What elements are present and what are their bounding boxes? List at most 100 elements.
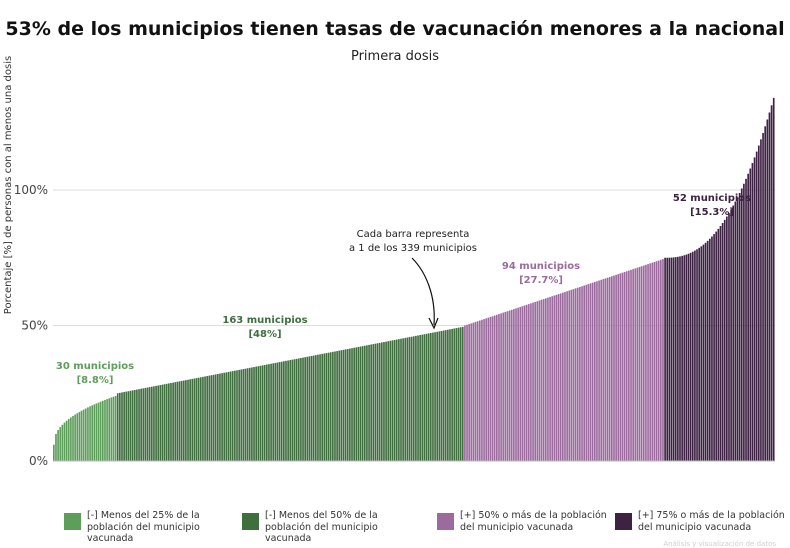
bar: [553, 295, 556, 461]
legend-item-ge50: [+] 50% o más de la población del munici…: [437, 510, 610, 533]
bar: [236, 370, 238, 461]
bar: [144, 387, 147, 461]
bar: [721, 223, 724, 461]
bar: [496, 314, 498, 461]
bar: [455, 328, 458, 461]
bar: [193, 378, 196, 461]
bar: [517, 307, 519, 461]
bar: [485, 318, 488, 461]
bar: [674, 257, 677, 461]
bar: [161, 384, 164, 461]
bar: [523, 305, 526, 461]
bar: [402, 338, 404, 461]
bar: [562, 292, 564, 461]
bar: [749, 168, 752, 461]
bar: [189, 379, 191, 461]
bar: [306, 356, 309, 461]
bar: [504, 311, 507, 461]
bar: [110, 397, 113, 461]
bar: [464, 325, 466, 461]
bar: [657, 260, 660, 461]
bar: [506, 311, 509, 461]
bar: [393, 339, 396, 461]
bar: [304, 357, 306, 461]
bar: [293, 359, 296, 461]
bar: [659, 259, 662, 461]
bar: [719, 226, 722, 461]
bar: [395, 339, 398, 461]
bar: [434, 332, 436, 461]
bar: [291, 359, 294, 461]
bar: [257, 366, 260, 461]
chart-title: 53% de los municipios tienen tasas de va…: [5, 18, 785, 40]
bar: [340, 350, 343, 461]
bar: [666, 257, 669, 461]
bar: [628, 270, 630, 461]
bar: [598, 280, 600, 461]
bar: [600, 279, 603, 461]
bar: [442, 330, 445, 461]
bar: [180, 380, 183, 461]
bar: [421, 334, 424, 461]
bar: [702, 244, 705, 461]
bar: [760, 139, 762, 461]
callout-arrow: [411, 257, 435, 326]
bar: [557, 294, 560, 461]
bar: [645, 264, 647, 461]
bar: [536, 301, 539, 461]
bar: [255, 366, 258, 461]
bar: [534, 301, 537, 461]
bar: [287, 360, 289, 461]
bar: [332, 351, 334, 461]
bar: [270, 363, 272, 461]
bar: [140, 388, 142, 461]
bar: [197, 377, 200, 461]
bar: [694, 250, 696, 461]
bar: [176, 381, 179, 461]
bar: [76, 413, 79, 461]
legend-swatch-lt50: [242, 513, 259, 530]
bar: [359, 346, 362, 461]
bar: [408, 337, 411, 461]
bar: [398, 339, 400, 461]
bar: [696, 249, 698, 461]
bar: [138, 389, 140, 461]
bar: [544, 298, 547, 461]
bar: [576, 287, 579, 461]
bar: [372, 344, 375, 461]
legend-item-lt50: [-] Menos del 50% de la población del mu…: [242, 510, 415, 545]
bar: [525, 304, 528, 461]
group-annotation-share: [27.7%]: [519, 275, 563, 286]
bar: [87, 407, 89, 461]
bar: [589, 283, 592, 461]
bar: [363, 345, 366, 461]
bar: [625, 271, 628, 461]
bar: [762, 132, 764, 461]
bar: [491, 316, 494, 461]
bar: [566, 291, 568, 461]
bar: [685, 254, 688, 461]
bar: [300, 358, 302, 461]
bar: [687, 253, 690, 461]
bar: [389, 340, 392, 461]
bar: [681, 255, 683, 461]
bar: [478, 320, 481, 461]
y-tick-label: 100%: [14, 183, 48, 197]
bar: [453, 328, 456, 461]
group-annotation-count: 94 municipios: [502, 261, 580, 272]
group-annotation-count: 163 municipios: [222, 315, 307, 326]
bar: [510, 309, 513, 461]
callout-arrowhead: [428, 317, 439, 330]
bar: [427, 333, 430, 461]
bar: [530, 303, 532, 461]
y-tick-label: 0%: [29, 454, 48, 468]
bar: [74, 414, 76, 461]
bar: [602, 279, 605, 461]
bar: [604, 278, 607, 461]
group-annotation-share: [15.3%]: [690, 207, 734, 218]
bar: [596, 281, 598, 461]
bar: [165, 383, 168, 461]
legend: [-] Menos del 25% de la población del mu…: [64, 510, 785, 544]
callout-text: Cada barra representa: [357, 229, 470, 240]
